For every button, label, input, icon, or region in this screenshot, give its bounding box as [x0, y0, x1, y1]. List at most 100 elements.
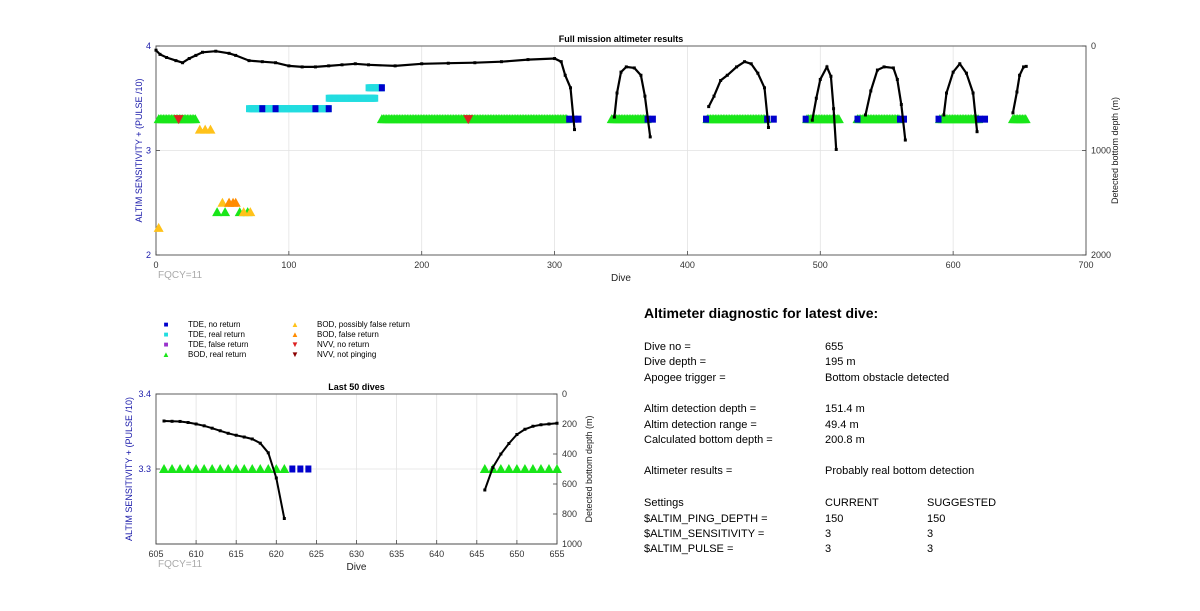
depth-point — [814, 96, 818, 100]
data-marker — [511, 464, 522, 473]
data-marker — [255, 464, 266, 473]
depth-point — [882, 65, 886, 69]
depth-point — [247, 59, 251, 63]
data-marker — [215, 464, 226, 473]
depth-point — [483, 488, 487, 492]
fqcy-label: FQCY=11 — [158, 270, 202, 281]
x-tick-label: 610 — [189, 549, 204, 559]
data-marker — [159, 464, 170, 473]
depth-point — [563, 73, 567, 77]
data-marker — [212, 207, 223, 217]
data-marker — [495, 464, 506, 473]
x-tick-label: 0 — [153, 260, 158, 270]
depth-point — [446, 61, 450, 65]
depth-point — [810, 118, 814, 122]
data-marker — [279, 464, 290, 473]
data-marker — [263, 464, 274, 473]
data-marker — [649, 115, 656, 123]
settings-suggested-header: SUGGESTED — [927, 497, 997, 509]
legend: ■ TDE, no return ■ TDE, real return ■ TDE, … — [150, 316, 450, 364]
data-marker — [463, 115, 474, 125]
x-tick-label: 650 — [509, 549, 524, 559]
legend-bod-real-return: ▲ BOD, real return — [160, 350, 246, 359]
depth-point — [250, 437, 254, 441]
legend-tde-no-return: ■ TDE, no return — [160, 320, 241, 329]
settings-label: $ALTIM_PULSE = — [644, 543, 734, 555]
diag-label: Altim detection range = — [644, 419, 757, 431]
data-marker — [312, 105, 319, 113]
depth-point — [619, 70, 623, 74]
depth-point — [971, 91, 975, 95]
depth-point — [891, 66, 895, 70]
depth-point — [174, 59, 178, 63]
depth-point — [569, 86, 573, 90]
depth-point — [178, 419, 182, 423]
depth-point — [964, 71, 968, 75]
depth-point — [624, 65, 628, 69]
y-right-tick-label: 2000 — [1091, 250, 1111, 260]
depth-point — [473, 61, 477, 65]
x-tick-label: 635 — [389, 549, 404, 559]
depth-point — [555, 421, 559, 425]
settings-row-pulse: $ALTIM_PULSE = 3 3 — [644, 543, 1164, 558]
data-marker — [238, 207, 249, 217]
data-marker — [543, 464, 554, 473]
depth-point — [327, 64, 331, 68]
data-marker — [272, 105, 279, 113]
settings-current: 3 — [825, 528, 832, 540]
diag-label: Altimeter results = — [644, 465, 733, 477]
legend-label: BOD, possibly false return — [317, 320, 410, 329]
y-right-tick-label: 800 — [562, 509, 577, 519]
diag-label: Apogee trigger = — [644, 372, 726, 384]
depth-point — [282, 517, 286, 520]
depth-point — [274, 61, 278, 65]
depth-curve — [483, 422, 558, 491]
legend-symbol: ▲ — [291, 330, 299, 339]
data-marker — [503, 464, 514, 473]
data-series — [153, 48, 1031, 232]
data-marker — [519, 464, 530, 473]
depth-point — [214, 49, 218, 53]
depth-point — [186, 421, 190, 424]
depth-point — [523, 427, 527, 431]
y-right-tick-label: 600 — [562, 479, 577, 489]
y-axis-label: ALTIM SENSITIVITY + (PULSE /10) — [134, 79, 144, 223]
diag-row-apogee-trigger: Apogee trigger = Bottom obstacle detecte… — [644, 372, 1164, 387]
legend-label: BOD, real return — [188, 350, 247, 359]
legend-tde-real-return: ■ TDE, real return — [160, 330, 245, 339]
settings-current: 150 — [825, 513, 844, 525]
depth-point — [499, 452, 503, 456]
depth-point — [766, 126, 770, 130]
legend-symbol: ▼ — [291, 340, 299, 349]
depth-point — [756, 71, 760, 75]
data-marker — [535, 464, 546, 473]
diag-row-dive-no: Dive no = 655 — [644, 341, 1164, 356]
depth-point — [1015, 90, 1019, 94]
depth-point — [559, 60, 563, 64]
settings-label: Settings — [644, 497, 684, 509]
depth-point — [975, 130, 979, 134]
depth-point — [202, 424, 206, 428]
depth-curve — [864, 65, 907, 141]
y-tick-label: 3 — [146, 146, 151, 156]
depth-point — [829, 74, 833, 78]
legend-symbol: ▼ — [291, 350, 299, 359]
data-marker — [770, 115, 777, 123]
y-tick-label: 4 — [146, 41, 151, 51]
data-marker — [575, 115, 582, 123]
data-marker — [372, 94, 379, 102]
legend-symbol: ▲ — [291, 320, 299, 329]
legend-nvv-no-return: ▼ NVV, no return — [289, 340, 369, 349]
legend-tde-false-return: ■ TDE, false return — [160, 340, 249, 349]
depth-point — [367, 63, 371, 67]
settings-suggested: 150 — [927, 513, 946, 525]
depth-point — [340, 63, 344, 67]
legend-label: NVV, not pinging — [317, 350, 377, 359]
settings-row-ping-depth: $ALTIM_PING_DEPTH = 150 150 — [644, 513, 1164, 528]
depth-point — [712, 94, 716, 98]
legend-symbol: ▲ — [162, 350, 170, 359]
x-tick-label: 700 — [1078, 260, 1093, 270]
data-marker — [982, 115, 989, 123]
legend-symbol: ■ — [163, 320, 169, 329]
data-marker — [527, 464, 538, 473]
